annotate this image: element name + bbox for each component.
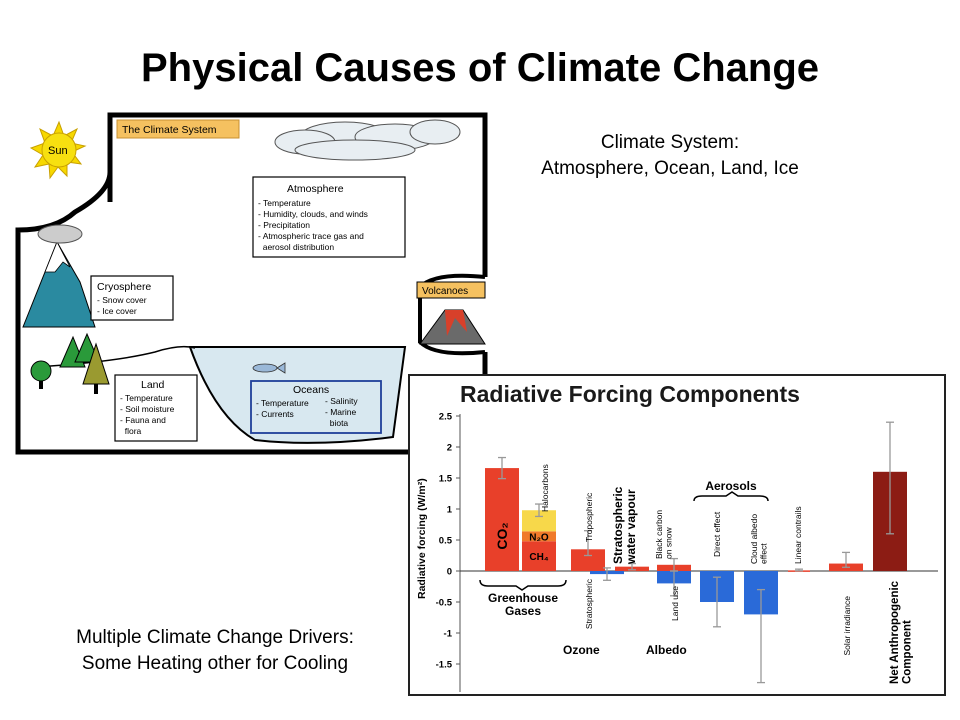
drivers-caption: Multiple Climate Change Drivers: Some He…	[20, 625, 410, 677]
y-tick-label: -0.5	[436, 598, 453, 609]
bar-label: Black carbonon snow	[654, 510, 674, 559]
atmosphere-title: Atmosphere	[287, 183, 344, 195]
sun-label: Sun	[48, 145, 68, 157]
bar	[485, 468, 519, 571]
atmosphere-item: - Humidity, clouds, and winds	[258, 209, 368, 219]
segment-labels: CH₄ N₂O	[529, 532, 549, 563]
bar-label-line: Net Anthropogenic	[889, 580, 901, 684]
oceans-item: - Salinity	[325, 396, 358, 406]
error-bars	[498, 421, 894, 684]
bar-label: Halocarbons	[540, 464, 550, 512]
bar-label: Direct effect	[712, 511, 722, 557]
bar-label-line: on snow	[664, 526, 674, 559]
mountain-icon	[22, 224, 96, 328]
y-tick-label: 1	[447, 505, 453, 516]
cryosphere-box	[90, 275, 174, 321]
atmosphere-box	[252, 176, 406, 258]
ocean-water	[188, 346, 407, 444]
oceans-item: - Marine	[325, 407, 356, 417]
bar-label-line: Cloud albedo	[749, 514, 759, 564]
bar-label: Cloud albedoeffect	[749, 514, 769, 564]
bar	[571, 549, 605, 571]
climate-system-diagram: The Climate System Sun Atmosphere - Temp…	[15, 112, 488, 455]
land-title: Land	[141, 379, 165, 391]
chart-title: Radiative Forcing Components	[460, 381, 800, 407]
group-label-ozone: Ozone	[563, 643, 600, 657]
bar-label-line: effect	[759, 543, 769, 564]
y-axis-label: Radiative forcing (W/m²)	[416, 478, 428, 599]
caption-line: Climate System:	[600, 132, 740, 153]
land-box	[114, 374, 198, 442]
bar-label: Land use	[670, 586, 680, 621]
y-tick-label: 1.5	[439, 474, 453, 485]
land-item: - Temperature	[120, 393, 173, 403]
bar-labels: CO₂ Halocarbons Tropospheric Stratospheric L…	[494, 464, 914, 684]
bar-label: Stratosphericwater vapour	[611, 486, 638, 565]
segment-label: CH₄	[529, 552, 548, 563]
slide-title: Physical Causes of Climate Change	[140, 46, 819, 90]
header-box	[116, 119, 240, 139]
group-label-line: Greenhouse	[488, 591, 558, 605]
group-label-albedo: Albedo	[646, 643, 687, 657]
cloud-icon	[274, 119, 461, 161]
bar	[522, 510, 556, 532]
caption-line: Multiple Climate Change Drivers:	[76, 627, 354, 648]
volcano-icon	[419, 309, 486, 345]
group-label-greenhouse: Greenhouse Gases	[488, 591, 558, 618]
greenhouse-bracket	[479, 579, 567, 591]
atmosphere-item: aerosol distribution	[258, 242, 334, 252]
land-item: flora	[120, 426, 142, 436]
group-label-aerosols: Aerosols	[705, 479, 757, 493]
atmosphere-item: - Temperature	[258, 198, 311, 208]
bar-label-line: Black carbon	[654, 510, 664, 559]
diagram-border	[15, 112, 488, 455]
oceans-box	[250, 380, 382, 434]
bar-label: Linear contrails	[793, 506, 803, 564]
tree-icon	[30, 332, 110, 394]
land-item: - Soil moisture	[120, 404, 175, 414]
cryosphere-item: - Snow cover	[97, 295, 147, 305]
caption-line: Atmosphere, Ocean, Land, Ice	[541, 158, 799, 179]
land-item: - Fauna and	[120, 415, 166, 425]
bar-label-line: Component	[902, 620, 914, 684]
header-label: The Climate System	[122, 124, 217, 136]
bar-label: Stratospheric	[584, 578, 594, 629]
volcanoes-box	[416, 281, 486, 299]
oceans-item: - Temperature	[256, 398, 309, 408]
oceans-item: - Currents	[256, 409, 294, 419]
fish-icon	[252, 362, 286, 374]
y-tick-label: -1.5	[436, 660, 453, 671]
y-tick-label: 0.5	[439, 536, 453, 547]
segment-label: N₂O	[529, 532, 549, 543]
bar-label: Solar irradiance	[842, 596, 852, 656]
group-label-line: Gases	[505, 604, 541, 618]
bar-label-line: water vapour	[624, 489, 638, 565]
bar-label: Tropospheric	[584, 492, 594, 542]
caption-line: Some Heating other for Cooling	[81, 653, 349, 674]
sun-icon	[29, 120, 87, 180]
bar	[522, 541, 556, 571]
y-tick-label: 2.5	[439, 412, 453, 423]
aerosols-bracket	[693, 491, 769, 502]
y-tick-label: 0	[447, 567, 452, 578]
oceans-title: Oceans	[293, 384, 329, 396]
atmosphere-item: - Atmospheric trace gas and	[258, 231, 364, 241]
cryosphere-title: Cryosphere	[97, 281, 151, 293]
climate-system-caption: Climate System: Atmosphere, Ocean, Land,…	[480, 130, 860, 182]
atmosphere-item: - Precipitation	[258, 220, 310, 230]
bar-label: Net AnthropogenicComponent	[889, 580, 914, 684]
bar	[522, 531, 556, 542]
volcanoes-label: Volcanoes	[422, 286, 468, 297]
bars	[485, 468, 907, 615]
bar-label: CO₂	[494, 522, 510, 549]
y-tick-label: 2	[447, 443, 452, 454]
bar-label-line: Stratospheric	[611, 486, 625, 564]
cryosphere-item: - Ice cover	[97, 306, 137, 316]
y-tick-label: -1	[444, 629, 453, 640]
y-ticks: 2.5 2 1.5 1 0.5 0 -0.5 -1 -1.5	[436, 412, 460, 671]
radiative-forcing-chart: Radiative Forcing Components Radiative f…	[408, 374, 946, 696]
oceans-item: biota	[325, 418, 348, 428]
